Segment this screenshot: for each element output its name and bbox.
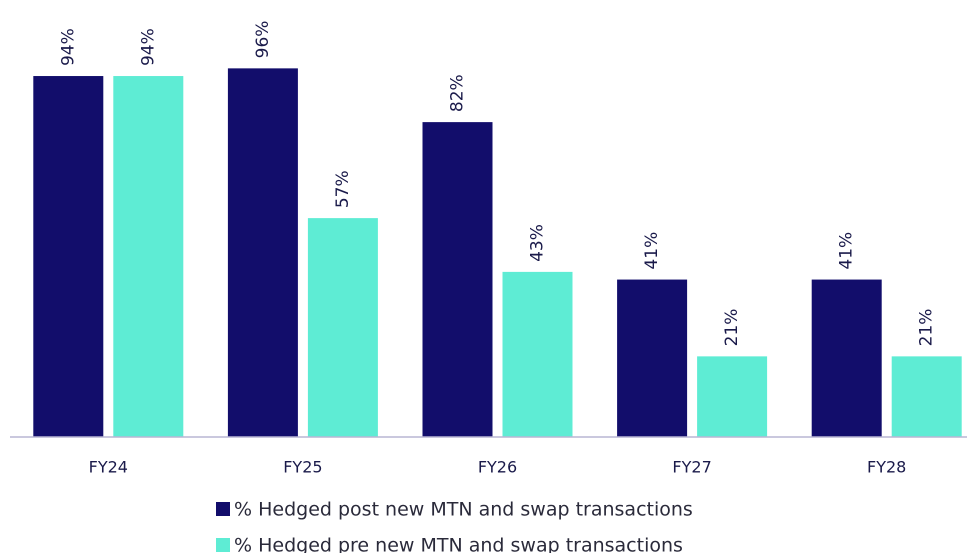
bar <box>113 76 184 437</box>
value-label: 96% <box>253 21 273 59</box>
x-tick-label: FY24 <box>89 458 128 477</box>
bar <box>227 68 298 438</box>
bar <box>307 218 378 437</box>
legend-label: % Hedged pre new MTN and swap transactio… <box>234 535 683 553</box>
value-label: 43% <box>528 224 548 262</box>
legend-swatch <box>216 502 230 516</box>
x-tick-label: FY28 <box>867 458 906 477</box>
bar <box>891 356 962 437</box>
bar <box>697 356 768 437</box>
legend-swatch <box>216 538 230 552</box>
value-label: 94% <box>138 28 158 66</box>
bar <box>502 271 573 437</box>
legend-label: % Hedged post new MTN and swap transacti… <box>234 499 693 521</box>
bar <box>811 279 882 437</box>
value-label: 82% <box>448 74 468 112</box>
x-tick-label: FY26 <box>478 458 517 477</box>
value-label: 21% <box>917 309 937 347</box>
value-label: 94% <box>58 28 78 66</box>
bar <box>33 76 104 437</box>
value-label: 57% <box>333 170 353 208</box>
bar <box>422 122 493 438</box>
value-label: 21% <box>722 309 742 347</box>
bar <box>617 279 688 437</box>
x-tick-label: FY25 <box>283 458 322 477</box>
value-label: 41% <box>642 232 662 270</box>
value-label: 41% <box>837 232 857 270</box>
x-tick-label: FY27 <box>672 458 711 477</box>
